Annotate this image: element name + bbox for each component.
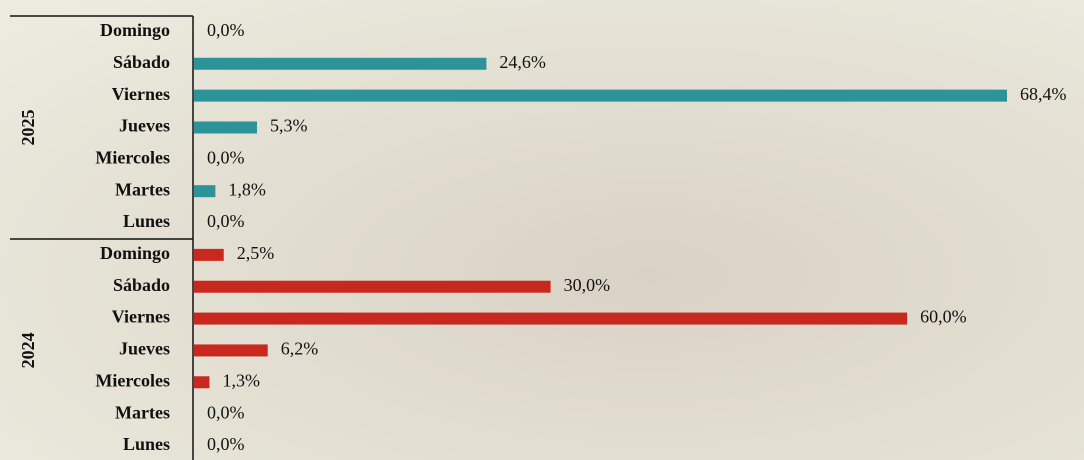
value-label: 0,0% <box>207 402 245 422</box>
value-label: 1,3% <box>222 370 260 390</box>
group-label: 2024 <box>18 332 38 368</box>
category-label: Miercoles <box>95 370 170 390</box>
value-label: 5,3% <box>270 116 308 136</box>
bar <box>194 185 215 197</box>
category-label: Lunes <box>123 211 170 231</box>
value-label: 60,0% <box>920 307 967 327</box>
category-label: Sábado <box>113 52 170 72</box>
category-label: Jueves <box>119 116 170 136</box>
group-label: 2025 <box>18 109 38 145</box>
value-label: 6,2% <box>281 339 319 359</box>
category-label: Domingo <box>100 243 170 263</box>
value-label: 0,0% <box>207 147 245 167</box>
value-label: 30,0% <box>564 275 611 295</box>
chart: 2025 Domingo 0,0% Sábado 24,6% Viernes 68,4% Ju… <box>0 0 1084 460</box>
bar <box>194 121 257 133</box>
category-label: Martes <box>115 402 170 422</box>
value-label: 0,0% <box>207 211 245 231</box>
value-label: 1,8% <box>228 179 265 199</box>
category-label: Viernes <box>112 307 170 327</box>
bar <box>194 313 907 325</box>
value-label: 0,0% <box>207 20 245 40</box>
bar <box>194 281 551 293</box>
value-label: 0,0% <box>207 434 245 454</box>
category-label: Miercoles <box>95 147 170 167</box>
category-label: Viernes <box>112 84 170 104</box>
bar <box>194 376 209 388</box>
category-label: Lunes <box>123 434 170 454</box>
category-label: Domingo <box>100 20 170 40</box>
category-label: Martes <box>115 179 170 199</box>
value-label: 24,6% <box>499 52 546 72</box>
bar <box>194 90 1007 102</box>
value-label: 2,5% <box>237 243 275 263</box>
page: {"chart_data": {"type": "bar", "orientat… <box>0 0 1084 460</box>
category-label: Sábado <box>113 275 170 295</box>
category-label: Jueves <box>119 339 170 359</box>
bar <box>194 58 486 70</box>
bar <box>194 344 268 356</box>
bar <box>194 249 224 261</box>
value-label: 68,4% <box>1020 84 1067 104</box>
